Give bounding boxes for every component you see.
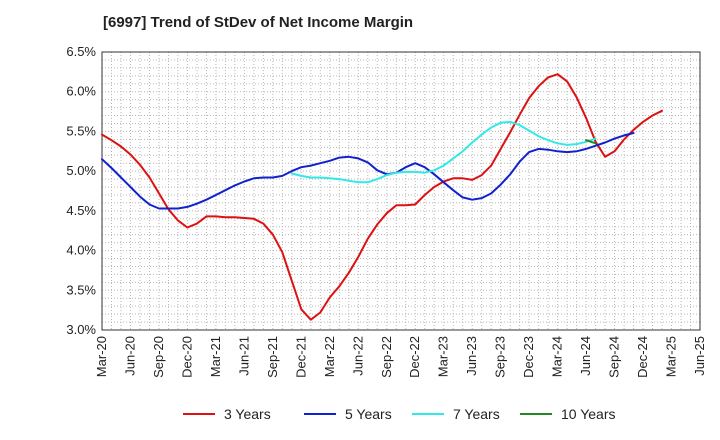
y-tick-label: 5.0%: [66, 163, 96, 178]
x-tick-label: Sep-23: [493, 336, 508, 378]
y-tick-label: 6.5%: [66, 44, 96, 59]
legend-label-10-years: 10 Years: [561, 406, 616, 422]
legend-label-3-years: 3 Years: [224, 406, 271, 422]
series-line-7-years: [290, 120, 597, 184]
x-tick-label: Jun-21: [236, 336, 251, 376]
x-tick-label: Jun-22: [350, 336, 365, 376]
x-tick-label: Mar-24: [550, 336, 565, 377]
x-tick-label: Jun-23: [464, 336, 479, 376]
plot-frame: [101, 51, 701, 331]
y-tick-label: 6.0%: [66, 84, 96, 99]
x-tick-label: Jun-24: [578, 336, 593, 376]
x-tick-label: Dec-24: [635, 336, 650, 378]
y-axis: 3.0% 3.5% 4.0% 4.5% 5.0% 5.5% 6.0% 6.5%: [66, 44, 96, 337]
x-tick-label: Sep-24: [607, 336, 622, 378]
x-axis: Mar-20 Jun-20 Sep-20 Dec-20 Mar-21 Jun-21 Sep-…: [94, 336, 707, 378]
x-tick-label: Jun-25: [692, 336, 707, 376]
x-tick-label: Mar-25: [664, 336, 679, 377]
x-tick-label: Jun-20: [122, 336, 137, 376]
legend-label-5-years: 5 Years: [345, 406, 392, 422]
y-tick-label: 4.5%: [66, 203, 96, 218]
x-tick-label: Dec-21: [293, 336, 308, 378]
y-tick-label: 4.0%: [66, 243, 96, 258]
series-lines: [101, 73, 663, 321]
x-tick-label: Mar-22: [322, 336, 337, 377]
x-tick-label: Sep-22: [379, 336, 394, 378]
x-tick-label: Sep-20: [151, 336, 166, 378]
y-tick-label: 3.0%: [66, 322, 96, 337]
x-tick-label: Sep-21: [265, 336, 280, 378]
x-tick-label: Mar-23: [436, 336, 451, 377]
legend-label-7-years: 7 Years: [453, 406, 500, 422]
series-line-5-years: [101, 132, 635, 210]
x-tick-label: Mar-21: [208, 336, 223, 377]
series-line-3-years: [101, 73, 663, 321]
y-tick-label: 5.5%: [66, 123, 96, 138]
y-tick-label: 3.5%: [66, 282, 96, 297]
x-tick-label: Dec-20: [179, 336, 194, 378]
legend: 3 Years 5 Years 7 Years 10 Years: [183, 406, 616, 422]
chart-title: [6997] Trend of StDev of Net Income Marg…: [103, 14, 414, 31]
x-tick-label: Mar-20: [94, 336, 109, 377]
grid: [102, 52, 700, 330]
x-tick-label: Dec-22: [407, 336, 422, 378]
x-tick-label: Dec-23: [521, 336, 536, 378]
series-line-10-years: [585, 139, 597, 145]
